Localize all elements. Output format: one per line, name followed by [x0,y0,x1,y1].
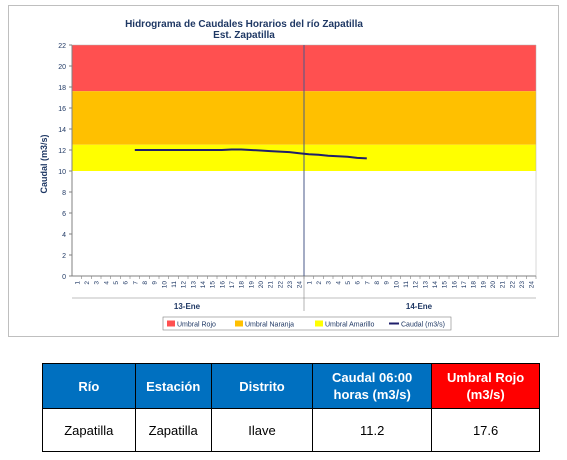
x-tick-label: 7 [132,281,139,285]
x-tick-label: 3 [326,281,333,285]
x-tick-label: 24 [297,281,304,289]
x-tick-label: 15 [442,281,449,289]
chart-title: Hidrograma de Caudales Horarios del río … [125,19,363,30]
x-tick-label: 5 [345,281,352,285]
day-label-2: 14-Ene [406,302,433,311]
x-tick-label: 9 [384,281,391,285]
legend-label: Caudal (m3/s) [401,322,445,329]
x-tick-label: 12 [181,281,188,289]
x-tick-label: 16 [451,281,458,289]
x-tick-label: 3 [94,281,101,285]
x-tick-label: 19 [248,281,255,289]
x-tick-label: 12 [413,281,420,289]
x-tick-label: 21 [268,281,275,289]
x-tick-label: 21 [500,281,507,289]
y-tick-label: 18 [58,85,66,92]
x-tick-label: 23 [519,281,526,289]
x-tick-label: 18 [239,281,246,289]
y-tick-label: 6 [62,211,66,218]
x-tick-label: 6 [123,281,130,285]
chart-frame: Hidrograma de Caudales Horarios del río … [8,5,559,337]
x-tick-label: 16 [219,281,226,289]
x-tick-label: 18 [471,281,478,289]
y-axis-label: Caudal (m3/s) [39,134,49,193]
hydrograph-chart: Hidrograma de Caudales Horarios del río … [39,19,537,331]
x-tick-label: 5 [113,281,120,285]
x-tick-label: 14 [432,281,439,289]
header-caudal: Caudal 06:00 horas (m3/s) [312,363,433,409]
table-row: Zapatilla Zapatilla Ilave 11.2 17.6 [42,408,540,452]
series-line-caudal [134,148,367,160]
x-tick-label: 22 [277,281,284,289]
cell-estacion: Zapatilla [134,408,212,452]
y-tick-label: 20 [58,64,66,71]
x-tick-label: 23 [287,281,294,289]
legend-swatch [167,320,175,327]
x-tick-label: 20 [490,281,497,289]
x-tick-label: 10 [393,281,400,289]
header-umbral-rojo: Umbral Rojo (m3/s) [431,363,540,409]
chart-subtitle: Est. Zapatilla [213,30,275,41]
station-table: Río Estación Distrito Caudal 06:00 horas… [42,363,540,452]
x-tick-label: 7 [364,281,371,285]
y-tick-label: 14 [58,127,66,134]
header-rio: Río [42,363,136,409]
x-tick-label: 24 [529,281,536,289]
x-tick-label: 4 [335,281,342,285]
legend-swatch [235,320,243,327]
x-tick-label: 1 [74,281,81,285]
cell-rio: Zapatilla [42,408,136,452]
x-tick-label: 11 [403,281,410,288]
x-tick-label: 15 [210,281,217,289]
y-tick-label: 16 [58,106,66,113]
y-tick-label: 10 [58,169,66,176]
x-tick-label: 4 [103,281,110,285]
day-label-1: 13-Ene [174,302,201,311]
x-tick-label: 9 [152,281,159,285]
x-tick-label: 2 [84,281,91,285]
x-tick-label: 17 [229,281,236,289]
legend-swatch [315,320,323,327]
x-tick-label: 8 [142,281,149,285]
y-tick-label: 22 [58,43,66,50]
x-tick-label: 14 [200,281,207,289]
x-tick-label: 17 [461,281,468,289]
x-tick-label: 10 [161,281,168,289]
cell-distrito: Ilave [210,408,314,452]
x-tick-label: 20 [258,281,265,289]
x-tick-label: 11 [171,281,178,288]
y-tick-label: 0 [62,274,66,281]
cell-caudal: 11.2 [312,408,433,452]
legend-label: Umbral Rojo [177,322,216,329]
x-tick-label: 2 [316,281,323,285]
cell-umbral-rojo: 17.6 [431,408,540,452]
y-tick-label: 4 [62,232,66,239]
x-tick-label: 19 [480,281,487,289]
x-tick-label: 8 [374,281,381,285]
x-tick-label: 13 [190,281,197,289]
x-tick-label: 1 [306,281,313,285]
y-tick-label: 8 [62,190,66,197]
legend-box [162,316,452,331]
header-estacion: Estación [134,363,212,409]
x-tick-label: 13 [422,281,429,289]
legend-label: Umbral Naranja [245,322,294,329]
x-tick-label: 6 [355,281,362,285]
y-tick-label: 12 [58,148,66,155]
x-tick-label: 22 [509,281,516,289]
chart-legend: Umbral Rojo Umbral Naranja Umbral Amarillo… [162,316,452,331]
legend-label: Umbral Amarillo [325,322,375,329]
header-distrito: Distrito [210,363,314,409]
y-tick-label: 2 [62,253,66,260]
